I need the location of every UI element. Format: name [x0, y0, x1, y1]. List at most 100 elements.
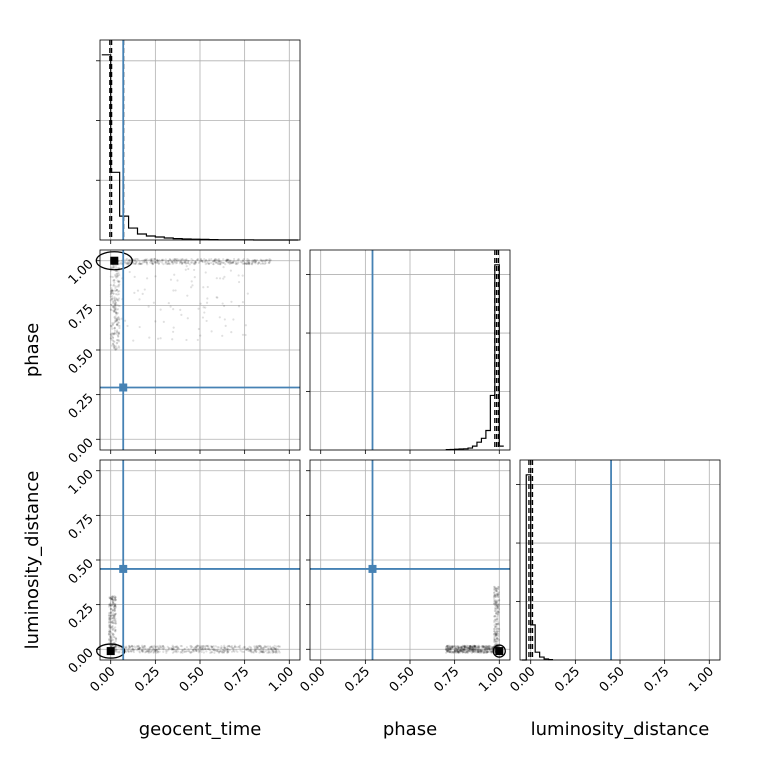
scatter-point — [497, 639, 501, 642]
scatter-point — [445, 649, 448, 652]
scatter-point — [497, 611, 500, 614]
scatter-point — [467, 646, 470, 650]
scatter-point — [453, 649, 456, 652]
scatter-point — [489, 646, 492, 649]
scatter-point — [157, 262, 161, 265]
scatter-point — [136, 646, 139, 649]
scatter-point — [204, 263, 207, 266]
scatter-point — [445, 644, 449, 647]
scatter-point — [493, 638, 497, 641]
scatter-point — [133, 645, 136, 648]
scatter-point — [496, 605, 499, 608]
scatter-point — [454, 649, 457, 652]
panel-frame — [309, 459, 511, 661]
scatter-point — [239, 260, 242, 264]
scatter-point — [141, 650, 144, 653]
scatter-point — [113, 598, 117, 601]
scatter-point — [112, 628, 115, 632]
scatter-point — [233, 645, 236, 648]
scatter-point — [477, 646, 480, 649]
scatter-point — [250, 651, 253, 654]
scatter-point — [254, 649, 257, 652]
scatter-point — [273, 647, 276, 650]
scatter-point — [212, 262, 215, 266]
scatter-point — [261, 259, 264, 262]
scatter-point — [496, 613, 499, 616]
scatter-point — [147, 305, 150, 308]
scatter-point — [173, 258, 176, 261]
scatter-point — [127, 650, 130, 654]
scatter-point — [485, 645, 488, 649]
scatter-point — [113, 332, 116, 335]
scatter-point — [477, 646, 481, 649]
scatter-point — [141, 649, 144, 652]
scatter-point — [494, 599, 497, 602]
scatter-point — [154, 261, 157, 264]
scatter-point — [232, 261, 235, 264]
scatter-point — [262, 647, 265, 650]
scatter-point — [463, 645, 466, 649]
scatter-point — [150, 645, 153, 649]
scatter-point — [488, 647, 491, 650]
scatter-point — [197, 649, 201, 652]
scatter-point — [232, 260, 235, 263]
scatter-point — [454, 650, 457, 653]
scatter-point — [154, 650, 157, 653]
scatter-point — [494, 625, 497, 629]
panel-frame — [99, 249, 301, 451]
scatter-point — [117, 334, 120, 337]
scatter-point — [209, 651, 212, 654]
scatter-point — [448, 647, 452, 650]
scatter-point — [253, 645, 256, 648]
scatter-point — [460, 645, 463, 648]
scatter-point — [494, 615, 497, 618]
scatter-point — [206, 285, 209, 289]
scatter-point — [263, 644, 266, 648]
scatter-point — [108, 630, 111, 633]
scatter-point — [109, 631, 113, 634]
scatter-point — [495, 642, 499, 645]
scatter-point — [109, 308, 112, 311]
scatter-point — [150, 645, 153, 648]
scatter-point — [133, 291, 136, 294]
scatter-point — [473, 644, 476, 647]
scatter-point — [149, 650, 152, 653]
scatter-point — [465, 649, 468, 652]
scatter-point — [496, 587, 500, 590]
scatter-point — [228, 649, 231, 652]
scatter-point — [455, 647, 458, 650]
scatter-point — [118, 326, 121, 330]
y-tick-label: 0.00 — [66, 436, 97, 467]
scatter-point — [249, 647, 253, 650]
scatter-point — [111, 595, 114, 598]
scatter-point — [148, 646, 151, 649]
scatter-point — [110, 604, 114, 607]
scatter-point — [185, 338, 188, 342]
scatter-point — [150, 262, 153, 265]
scatter-point — [111, 632, 114, 635]
scatter-point — [110, 288, 113, 292]
scatter-point — [492, 640, 496, 643]
truth-marker — [119, 383, 128, 392]
scatter-point — [259, 646, 263, 650]
scatter-point — [202, 645, 205, 648]
scatter-point — [115, 645, 118, 648]
scatter-point — [114, 319, 117, 322]
scatter-point — [207, 262, 210, 265]
scatter-point — [189, 646, 193, 649]
scatter-point — [462, 644, 465, 648]
scatter-point — [197, 648, 200, 651]
scatter-point — [264, 259, 267, 262]
scatter-point — [495, 589, 498, 593]
scatter-point — [486, 650, 489, 653]
scatter-point — [494, 632, 497, 635]
scatter-point — [118, 318, 121, 321]
scatter-point — [113, 279, 116, 282]
scatter-point — [472, 644, 476, 647]
scatter-point — [112, 602, 115, 605]
scatter-point — [117, 293, 120, 296]
scatter-point — [177, 647, 180, 650]
scatter-point — [113, 613, 117, 616]
scatter-point — [231, 261, 235, 264]
panel-phase-vs-phase — [306, 249, 511, 454]
